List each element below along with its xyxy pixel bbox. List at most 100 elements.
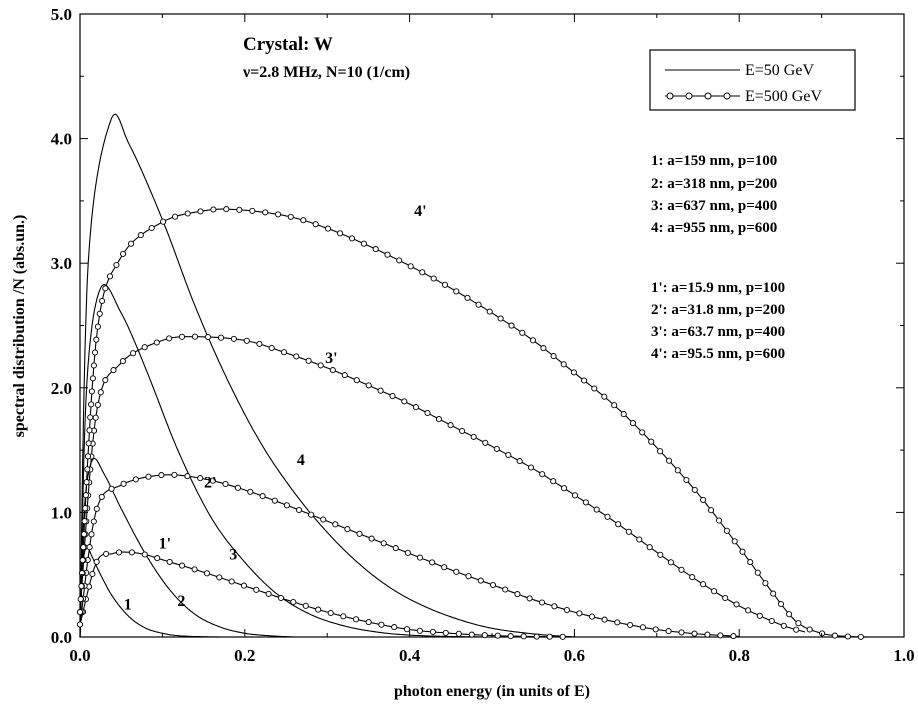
- series-marker-1p: [115, 549, 123, 556]
- series-marker-3p: [657, 551, 664, 558]
- series-marker-2p: [271, 497, 278, 504]
- series-line-3: [79, 284, 492, 638]
- legend-box: [649, 49, 856, 111]
- series-marker-4p: [300, 217, 307, 224]
- series-marker-4p: [99, 297, 106, 305]
- series-marker-3p: [711, 588, 718, 595]
- series-marker-2p: [90, 518, 97, 525]
- series-marker-2p: [717, 632, 724, 639]
- series-marker-4p: [84, 466, 91, 473]
- series-marker-3p: [329, 367, 336, 374]
- series-marker-3p: [94, 401, 101, 408]
- series-marker-3p: [482, 439, 489, 446]
- series-marker-4p: [762, 580, 769, 587]
- series-marker-3p: [166, 335, 173, 342]
- series-marker-4p: [384, 251, 391, 258]
- curve-label-2p: 2': [204, 474, 216, 491]
- series-marker-2p: [247, 488, 254, 495]
- series-marker-3p: [341, 372, 348, 379]
- series-marker-3p: [689, 574, 696, 581]
- series-marker-2p: [259, 493, 266, 500]
- series-marker-2p: [514, 591, 521, 598]
- series-marker-2p: [209, 477, 216, 484]
- series-marker-2p: [171, 471, 178, 478]
- series-marker-4p: [160, 218, 167, 225]
- series-marker-1p: [203, 570, 211, 577]
- series-marker-4p: [453, 288, 460, 295]
- series-marker-4p: [648, 438, 655, 445]
- series-marker-4p: [591, 385, 598, 392]
- series-marker-2p: [588, 613, 596, 620]
- series-marker-2p: [453, 568, 460, 575]
- series-marker-2p: [93, 505, 100, 512]
- series-marker-3p: [459, 427, 466, 435]
- series-marker-4p: [94, 323, 101, 330]
- series-marker-2p: [120, 480, 127, 487]
- series-marker-4p: [80, 531, 88, 538]
- param-line-2p: 2': a=31.8 nm, p=200: [651, 302, 785, 318]
- series-marker-1p: [166, 558, 173, 565]
- series-marker-3p: [615, 521, 622, 528]
- series-marker-3p: [756, 612, 763, 619]
- series-marker-4p: [249, 207, 256, 214]
- series-marker-4p: [419, 269, 426, 276]
- series-marker-3p: [305, 357, 312, 364]
- series-marker-3p: [280, 349, 288, 356]
- series-marker-3p: [256, 340, 263, 347]
- series-marker-1p: [290, 598, 297, 606]
- series-marker-2p: [197, 475, 204, 482]
- x-axis-label: photon energy (in units of E): [394, 683, 590, 700]
- series-marker-4p: [128, 240, 135, 247]
- series-marker-2p: [416, 554, 424, 561]
- ticks-layer: 0.0 0.2 0.4 0.6 0.8 1.0 0.0 1.0 2.0 3.0 4.0 5.0: [51, 5, 915, 665]
- legend-circle-marker: [685, 92, 693, 100]
- series-marker-3p: [435, 416, 443, 423]
- series-marker-2p: [295, 506, 303, 514]
- series-marker-1p: [378, 621, 385, 628]
- series-marker-4p: [113, 261, 120, 269]
- series-marker-4p: [372, 246, 379, 253]
- series-marker-3p: [389, 392, 396, 400]
- series-marker-4p: [441, 281, 449, 288]
- series-marker-2p: [652, 626, 659, 633]
- series-marker-4p: [497, 315, 504, 322]
- series-marker-3p: [110, 367, 117, 374]
- series-marker-1p: [265, 590, 272, 597]
- series-marker-2p: [234, 484, 241, 491]
- series-marker-2p: [76, 621, 84, 628]
- x-tick-label: 0.6: [564, 646, 585, 665]
- legend-circle-marker: [723, 92, 731, 100]
- x-tick-label: 0.0: [69, 646, 90, 665]
- series-marker-4p: [508, 322, 515, 329]
- series-marker-1p: [546, 633, 553, 640]
- series-marker-4p: [529, 337, 537, 344]
- series-marker-4p: [148, 224, 155, 232]
- series-marker-1p: [179, 562, 186, 569]
- series-marker-4p: [581, 377, 588, 384]
- series-marker-3p: [119, 358, 126, 365]
- series-marker-2p: [320, 516, 327, 523]
- series-marker-1p: [520, 633, 527, 640]
- series-marker-4p: [78, 583, 85, 590]
- series-marker-2p: [368, 535, 375, 542]
- curve-labels-layer: 1 2 3 4 1' 2' 3' 4': [124, 203, 427, 614]
- y-tick-label: 0.0: [51, 628, 72, 647]
- series-marker-4p: [629, 420, 637, 427]
- series-marker-3p: [141, 344, 148, 351]
- series-marker-4p: [79, 557, 86, 564]
- series-marker-2p: [283, 502, 290, 509]
- curve-label-4: 4: [297, 452, 305, 469]
- series-marker-2p: [489, 581, 497, 589]
- series-marker-4p: [770, 590, 777, 597]
- series-marker-4p: [312, 221, 319, 228]
- series-marker-4p: [464, 294, 471, 301]
- series-marker-4p: [639, 429, 646, 436]
- series-marker-2p: [563, 606, 570, 614]
- series-marker-2p: [392, 545, 399, 552]
- series-marker-2p: [344, 526, 351, 533]
- series-marker-1p: [455, 630, 462, 637]
- series-marker-4p: [691, 486, 698, 493]
- series-marker-1p: [141, 551, 148, 558]
- series-marker-1p: [228, 578, 235, 585]
- series-marker-3p: [505, 451, 512, 459]
